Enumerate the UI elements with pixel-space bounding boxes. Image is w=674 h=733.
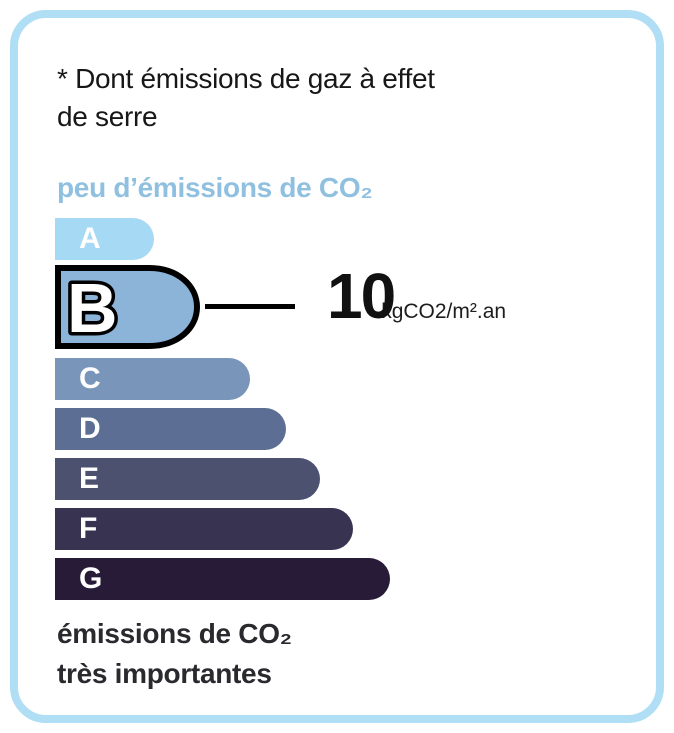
emissions-unit: kgCO2/m².an bbox=[381, 300, 507, 323]
low-emissions-caption: peu d’émissions de CO₂ bbox=[57, 172, 373, 203]
bar-class-g: G bbox=[55, 558, 390, 600]
bar-letter-c: C bbox=[79, 362, 101, 395]
bar-class-c: C bbox=[55, 358, 250, 400]
high-emissions-caption: émissions de CO₂ très importantes bbox=[57, 614, 292, 694]
bar-letter-f: F bbox=[79, 512, 98, 545]
emissions-scale: A B 10 kgCO2/m².an C D E F G bbox=[55, 218, 615, 608]
emissions-value: 10 bbox=[327, 260, 396, 332]
note-text: * Dont émissions de gaz à effet de serre bbox=[57, 60, 435, 136]
selected-class-badge: B bbox=[55, 265, 201, 351]
bar-class-f: F bbox=[55, 508, 353, 550]
bar-class-e: E bbox=[55, 458, 320, 500]
note-line-1: * Dont émissions de gaz à effet bbox=[57, 63, 435, 94]
bar-letter-e: E bbox=[79, 462, 100, 495]
selected-class-letter: B bbox=[67, 269, 118, 347]
high-caption-line-1: émissions de CO₂ bbox=[57, 618, 292, 649]
card-border bbox=[10, 10, 664, 723]
emissions-value-row: 10 kgCO2/m².an bbox=[327, 260, 507, 332]
pointer-line bbox=[205, 304, 295, 309]
bar-letter-d: D bbox=[79, 412, 101, 445]
bar-class-d: D bbox=[55, 408, 286, 450]
selected-class-arrow-shape bbox=[55, 265, 201, 349]
bar-letter-g: G bbox=[79, 562, 103, 595]
bar-class-a: A bbox=[55, 218, 154, 260]
bar-letter-a: A bbox=[79, 222, 101, 255]
note-line-2: de serre bbox=[57, 101, 158, 132]
high-caption-line-2: très importantes bbox=[57, 658, 272, 689]
